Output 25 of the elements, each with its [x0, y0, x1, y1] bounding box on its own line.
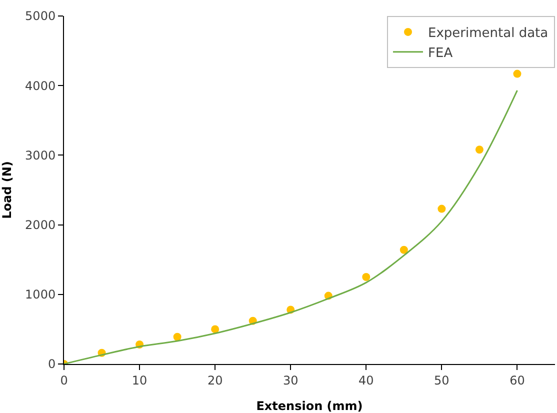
x-tick-label: 20	[207, 373, 223, 388]
y-tick-label: 0	[48, 357, 56, 372]
point	[513, 70, 522, 78]
x-tick-label: 40	[358, 373, 374, 388]
legend-label: FEA	[428, 46, 453, 61]
legend-label: Experimental data	[428, 26, 548, 42]
y-tick-label: 3000	[25, 148, 56, 162]
x-tick-label: 60	[510, 373, 525, 388]
x-tick-label: 50	[434, 373, 450, 388]
x-tick-label: 10	[132, 373, 148, 388]
y-axis-title: Load (N)	[0, 161, 14, 219]
point	[400, 246, 408, 254]
y-tick-label: 4000	[25, 78, 56, 93]
y-tick-label: 2000	[25, 218, 56, 232]
y-tick-label: 1000	[25, 288, 56, 302]
point	[173, 332, 182, 341]
point	[211, 325, 220, 334]
y-tick-label: 5000	[25, 9, 56, 24]
point	[438, 204, 446, 213]
x-axis-title: Extension (mm)	[256, 399, 363, 413]
x-tick-label: 30	[282, 373, 298, 388]
line-series	[64, 90, 518, 364]
point	[475, 146, 484, 154]
x-tick-label: 0	[60, 373, 68, 388]
point	[362, 273, 370, 281]
